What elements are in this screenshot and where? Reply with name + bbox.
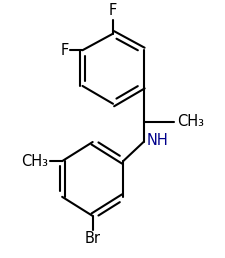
Text: CH₃: CH₃ — [177, 114, 203, 129]
Text: Br: Br — [84, 231, 100, 246]
Text: F: F — [108, 3, 117, 18]
Text: F: F — [60, 43, 69, 58]
Text: CH₃: CH₃ — [22, 154, 48, 169]
Text: NH: NH — [146, 133, 168, 148]
